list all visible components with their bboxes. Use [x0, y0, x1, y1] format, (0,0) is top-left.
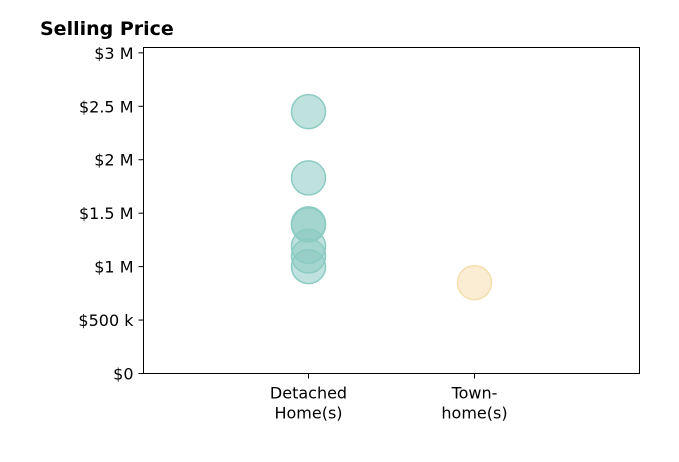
x-tick-label: home(s) — [441, 404, 507, 423]
data-point — [456, 264, 493, 301]
y-tick-label: $3 M — [94, 44, 133, 63]
x-tick-label: Town- — [451, 384, 498, 403]
y-tick-label: $0 — [113, 365, 133, 384]
data-point — [290, 248, 327, 285]
x-tick-label: Detached — [270, 384, 347, 403]
y-tick-label: $1 M — [94, 258, 133, 277]
y-tick-label: $500 k — [78, 311, 134, 330]
y-axis: $0 $500 k $1 M $1.5 M $2 M $2.5 M $3 M — [78, 44, 144, 384]
x-tick-label: Home(s) — [274, 404, 342, 423]
y-tick-label: $1.5 M — [79, 204, 134, 223]
data-point — [290, 93, 327, 130]
chart-title: Selling Price — [40, 18, 174, 40]
y-tick-label: $2 M — [94, 151, 133, 170]
y-tick-label: $2.5 M — [79, 97, 134, 116]
plot-area-frame — [143, 47, 640, 374]
data-point — [290, 160, 327, 196]
data-points — [290, 93, 493, 301]
